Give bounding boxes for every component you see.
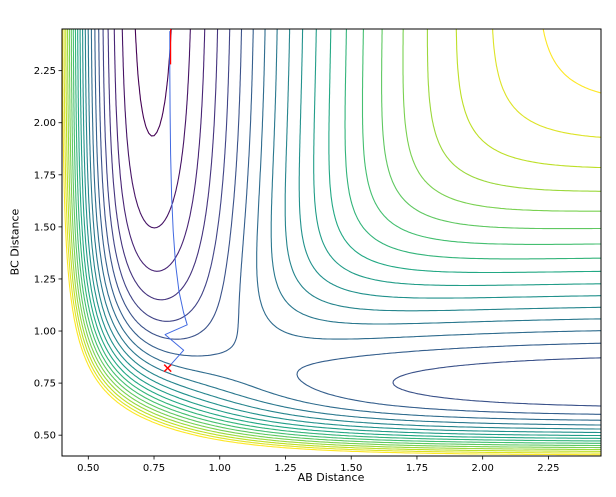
contour-level [66, 28, 602, 451]
y-axis-label: BC Distance [8, 208, 22, 276]
contour-level [84, 28, 602, 430]
y-tick-label: 2.25 [34, 66, 56, 77]
contour-level [65, 28, 602, 452]
contour-level [107, 28, 219, 301]
x-tick-label: 1.00 [209, 463, 231, 474]
x-tick-label: 0.50 [77, 463, 99, 474]
y-tick-label: 2.00 [34, 118, 56, 129]
contour-level [63, 28, 602, 454]
contour-level [94, 28, 602, 415]
y-tick-label: 1.50 [34, 222, 56, 233]
contour-level [68, 28, 602, 449]
contour-level [121, 28, 191, 229]
contour-level [70, 28, 602, 447]
saddle-marker [163, 364, 172, 373]
y-tick-label: 0.75 [34, 379, 56, 390]
contour-level [87, 28, 602, 426]
contour-level [79, 28, 602, 437]
contour-lines [61, 28, 602, 456]
x-axis-label: AB Distance [297, 471, 365, 484]
contour-level [113, 28, 206, 272]
contour-level [98, 28, 602, 407]
contour-level [72, 28, 602, 444]
contour-level [134, 28, 172, 137]
contour-level [61, 28, 602, 456]
contour-level [74, 28, 602, 442]
x-axis-ticks: 0.50 0.75 1.00 1.25 1.50 1.75 2.00 2.25 [77, 456, 560, 474]
y-tick-label: 1.75 [34, 170, 56, 181]
plot-border [61, 28, 602, 457]
x-tick-label: 1.75 [406, 463, 428, 474]
x-tick-label: 0.75 [143, 463, 165, 474]
contour-level [82, 28, 602, 434]
y-axis-ticks: 0.50 0.75 1.00 1.25 1.50 1.75 2.00 2.25 [34, 66, 62, 442]
x-tick-label: 1.50 [340, 463, 362, 474]
y-tick-label: 1.00 [34, 327, 56, 338]
contour-level [102, 28, 231, 322]
x-tick-label: 2.25 [537, 463, 559, 474]
contour-level [90, 28, 602, 421]
y-tick-label: 0.50 [34, 431, 56, 442]
x-tick-label: 1.25 [274, 463, 296, 474]
y-tick-label: 1.25 [34, 274, 56, 285]
optimization-path [164, 31, 188, 369]
contour-level [77, 28, 602, 439]
x-tick-label: 2.00 [472, 463, 494, 474]
